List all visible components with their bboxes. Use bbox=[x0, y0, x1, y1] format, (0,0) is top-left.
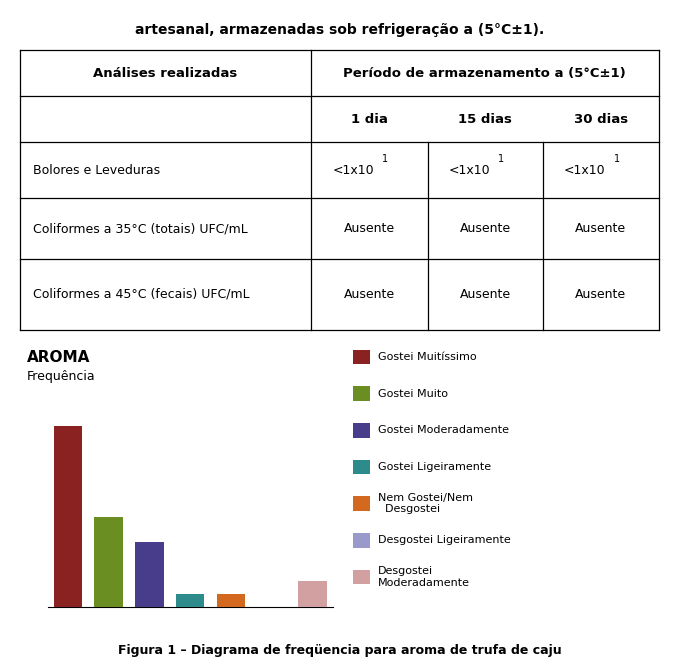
Text: Gostei Ligeiramente: Gostei Ligeiramente bbox=[378, 462, 492, 472]
Text: <1x10: <1x10 bbox=[449, 164, 490, 177]
Text: Ausente: Ausente bbox=[344, 222, 394, 235]
Bar bbox=[217, 594, 245, 607]
Text: 1: 1 bbox=[498, 154, 504, 164]
Text: 15 dias: 15 dias bbox=[458, 113, 512, 126]
Text: Ausente: Ausente bbox=[575, 222, 627, 235]
Bar bbox=[298, 581, 327, 607]
Bar bbox=[176, 594, 204, 607]
Text: Análises realizadas: Análises realizadas bbox=[94, 67, 238, 79]
Text: AROMA: AROMA bbox=[27, 350, 90, 365]
Text: 30 dias: 30 dias bbox=[574, 113, 628, 126]
Text: Desgostei
Moderadamente: Desgostei Moderadamente bbox=[378, 566, 470, 588]
Bar bbox=[54, 426, 82, 607]
Bar bbox=[135, 542, 164, 607]
Text: Período de armazenamento a (5°C±1): Período de armazenamento a (5°C±1) bbox=[344, 67, 626, 79]
Text: Gostei Muito: Gostei Muito bbox=[378, 389, 448, 398]
Text: Coliformes a 45°C (fecais) UFC/mL: Coliformes a 45°C (fecais) UFC/mL bbox=[33, 288, 250, 301]
Text: Ausente: Ausente bbox=[575, 288, 627, 301]
Text: Ausente: Ausente bbox=[460, 222, 511, 235]
Text: Gostei Moderadamente: Gostei Moderadamente bbox=[378, 426, 509, 435]
Text: 1 dia: 1 dia bbox=[351, 113, 388, 126]
Text: artesanal, armazenadas sob refrigeração a (5°C±1).: artesanal, armazenadas sob refrigeração … bbox=[135, 23, 544, 37]
Text: Figura 1 – Diagrama de freqüencia para aroma de trufa de caju: Figura 1 – Diagrama de freqüencia para a… bbox=[117, 644, 562, 657]
Text: Gostei Muitíssimo: Gostei Muitíssimo bbox=[378, 352, 477, 362]
Text: Nem Gostei/Nem
  Desgostei: Nem Gostei/Nem Desgostei bbox=[378, 493, 473, 514]
Text: Coliformes a 35°C (totais) UFC/mL: Coliformes a 35°C (totais) UFC/mL bbox=[33, 222, 248, 235]
Text: Desgostei Ligeiramente: Desgostei Ligeiramente bbox=[378, 536, 511, 545]
Text: Frequência: Frequência bbox=[27, 370, 96, 383]
Text: 1: 1 bbox=[382, 154, 388, 164]
Text: Bolores e Leveduras: Bolores e Leveduras bbox=[33, 164, 160, 177]
Text: 1: 1 bbox=[614, 154, 620, 164]
Bar bbox=[94, 516, 123, 607]
Text: Ausente: Ausente bbox=[344, 288, 394, 301]
Text: Ausente: Ausente bbox=[460, 288, 511, 301]
Text: <1x10: <1x10 bbox=[564, 164, 606, 177]
Text: <1x10: <1x10 bbox=[333, 164, 374, 177]
